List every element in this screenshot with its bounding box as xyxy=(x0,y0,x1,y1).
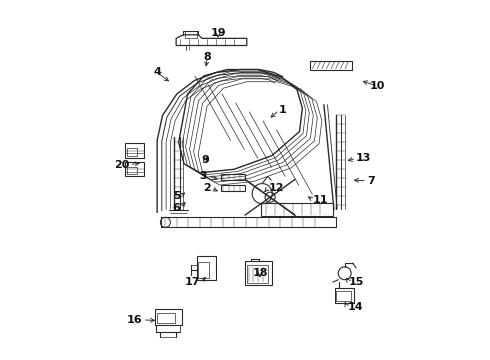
Bar xyxy=(337,291,351,301)
Text: 12: 12 xyxy=(269,183,284,193)
Text: 14: 14 xyxy=(347,302,363,312)
Bar xyxy=(185,31,197,39)
Text: 5: 5 xyxy=(173,191,180,201)
Bar xyxy=(247,265,268,283)
Text: 6: 6 xyxy=(172,203,180,213)
Text: 8: 8 xyxy=(203,52,211,62)
Text: 7: 7 xyxy=(367,176,375,186)
Text: 3: 3 xyxy=(200,171,207,181)
Text: 9: 9 xyxy=(201,155,210,165)
Bar xyxy=(155,309,181,325)
Text: 17: 17 xyxy=(185,277,200,287)
Bar xyxy=(335,288,354,303)
Bar xyxy=(125,143,144,158)
Bar xyxy=(220,185,245,192)
Text: 19: 19 xyxy=(210,28,226,38)
Text: 18: 18 xyxy=(252,268,268,278)
Bar xyxy=(127,148,137,156)
Bar xyxy=(261,203,333,216)
Bar xyxy=(220,174,245,180)
Text: 20: 20 xyxy=(114,159,129,170)
Text: 11: 11 xyxy=(313,195,329,205)
Bar xyxy=(157,313,175,323)
Text: 10: 10 xyxy=(370,81,385,91)
Bar xyxy=(196,256,216,280)
Text: 15: 15 xyxy=(349,277,365,287)
Text: 1: 1 xyxy=(279,105,287,115)
Text: 2: 2 xyxy=(203,183,211,193)
Bar xyxy=(198,262,209,278)
Text: 13: 13 xyxy=(356,153,371,163)
Text: 16: 16 xyxy=(127,315,143,325)
Text: 4: 4 xyxy=(153,67,161,77)
Bar xyxy=(310,60,352,69)
Bar xyxy=(245,261,272,285)
Bar xyxy=(127,167,137,174)
Bar xyxy=(161,217,337,227)
Bar xyxy=(125,162,144,176)
